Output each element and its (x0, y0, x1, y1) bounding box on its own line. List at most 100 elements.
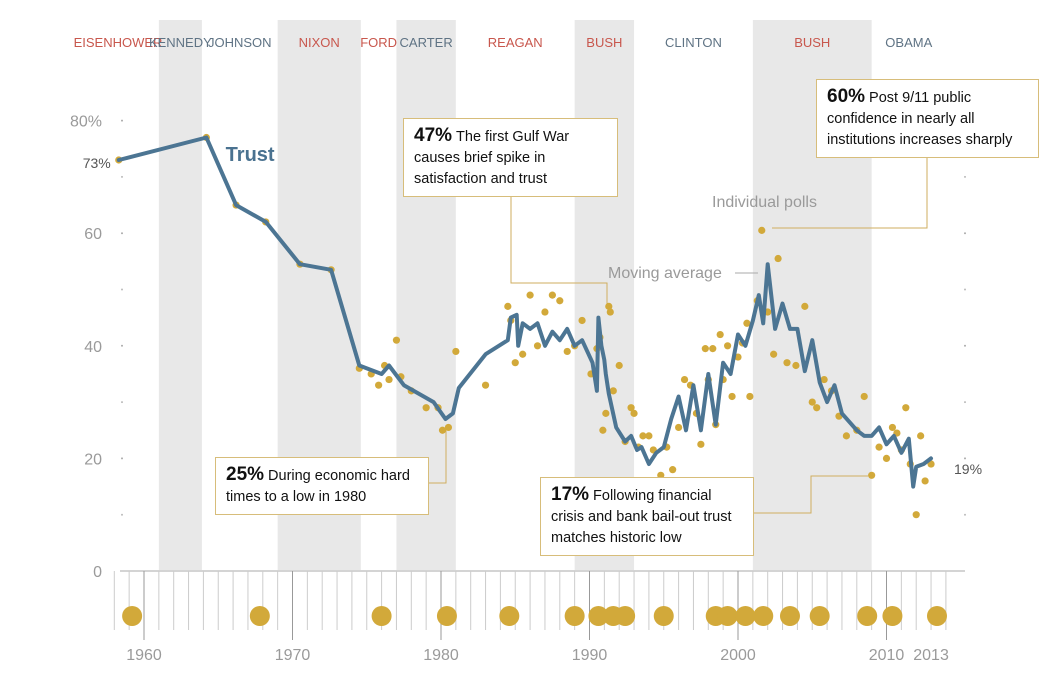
leader-1980 (429, 430, 447, 484)
poll-point (734, 353, 742, 361)
grid-dot-right (964, 401, 966, 404)
poll-point (875, 443, 883, 451)
grid-dot-right (964, 175, 966, 178)
poll-point (868, 471, 876, 479)
poll-point (526, 291, 534, 299)
poll-point (921, 477, 929, 485)
timeline-marker (122, 606, 143, 626)
president-label-nixon: NIXON (299, 35, 340, 50)
grid-dot-right (964, 457, 966, 460)
moving-average-path (116, 135, 933, 489)
poll-point (792, 361, 800, 370)
poll-point (578, 316, 586, 325)
poll-point (888, 423, 897, 432)
poll-point (481, 381, 490, 389)
presidency-band-kennedy (158, 20, 202, 570)
timeline-marker (753, 606, 774, 626)
poll-point (808, 398, 816, 406)
poll-point (701, 345, 709, 353)
poll-point (533, 342, 542, 350)
end-value-label: 19% (954, 461, 982, 477)
series-label-trust: Trust (226, 144, 275, 166)
timeline-marker (436, 606, 457, 626)
timeline-marker (249, 606, 270, 626)
poll-point (697, 440, 705, 448)
poll-point (639, 432, 647, 440)
poll-point (609, 387, 617, 395)
callout-pct: 17% (551, 484, 590, 505)
timeline-axis (113, 570, 965, 640)
timeline-marker (499, 606, 520, 626)
grid-dot-left (121, 513, 123, 516)
grid-dot-left (121, 175, 123, 178)
grid-dot-left (121, 119, 123, 122)
poll-point (912, 511, 920, 519)
poll-point (716, 330, 724, 339)
poll-point (615, 361, 623, 370)
timeline-marker (717, 606, 738, 626)
timeline-marker (735, 606, 756, 626)
poll-point (675, 423, 683, 432)
grid-dot-left (121, 344, 123, 347)
poll-point (728, 392, 736, 401)
callout-text: Following financial crisis and bank bail… (551, 488, 732, 546)
president-label-bush: BUSH (586, 35, 622, 50)
grid-dot-right (964, 288, 966, 291)
callout-financial-crisis: 17% Following financial crisis and bank b… (540, 477, 754, 556)
x-tick-label: 2013 (913, 647, 949, 664)
x-tick-label: 1960 (126, 647, 162, 664)
grid-dot-right (964, 513, 966, 516)
callout-gulf-war: 47% The first Gulf War causes brief spike… (403, 118, 618, 197)
series-labels: Trust 73% 19% Individual polls Moving av… (83, 144, 982, 477)
timeline-marker (926, 606, 947, 626)
poll-point (813, 404, 821, 412)
callout-post-911: 60% Post 9/11 public confidence in nearly… (816, 79, 1039, 158)
y-axis: 0 20 40 60 80% (70, 114, 102, 581)
moving-average-line (116, 135, 933, 489)
poll-point (504, 302, 512, 310)
president-label-johnson: JOHNSON (208, 35, 272, 50)
poll-point (783, 359, 791, 367)
callout-pct: 47% (414, 125, 453, 146)
poll-point (627, 404, 635, 412)
timeline-marker (882, 606, 903, 626)
y-tick-label: 60 (84, 226, 102, 243)
poll-point (758, 226, 766, 234)
grid-dot-right (964, 344, 966, 347)
y-tick-label: 0 (93, 564, 102, 581)
poll-point (770, 350, 778, 358)
x-tick-label: 1970 (275, 647, 311, 664)
poll-point (606, 308, 614, 316)
poll-point (917, 432, 925, 440)
poll-point (375, 381, 383, 389)
grid-dot-left (121, 288, 123, 291)
timeline-marker (615, 606, 636, 626)
x-tick-label: 2000 (720, 647, 756, 664)
poll-point (385, 375, 393, 384)
poll-point (422, 404, 430, 412)
poll-point (746, 392, 754, 401)
y-gridline-ticks (121, 119, 966, 516)
timeline-marker (857, 606, 878, 626)
callout-pct: 25% (226, 464, 265, 485)
leader-gulf (510, 196, 608, 307)
grid-dot-left (121, 232, 123, 235)
poll-point (743, 319, 751, 327)
poll-point (563, 347, 571, 356)
callout-1980-low: 25% During economic hard times to a low i… (215, 457, 429, 515)
timeline-marker (809, 606, 830, 626)
poll-point (548, 291, 556, 299)
start-value-label: 73% (83, 155, 111, 171)
poll-point (541, 308, 549, 316)
poll-point (680, 375, 689, 384)
president-label-clinton: CLINTON (665, 35, 722, 50)
poll-point (882, 454, 891, 462)
president-label-eisenhower: EISENHOWER (74, 35, 163, 50)
y-tick-label: 40 (84, 339, 102, 356)
poll-point (724, 342, 732, 350)
annotation-leaders (429, 155, 928, 514)
x-tick-label: 2010 (869, 647, 905, 664)
poll-point (452, 347, 460, 356)
x-tick-label: 1980 (423, 647, 459, 664)
